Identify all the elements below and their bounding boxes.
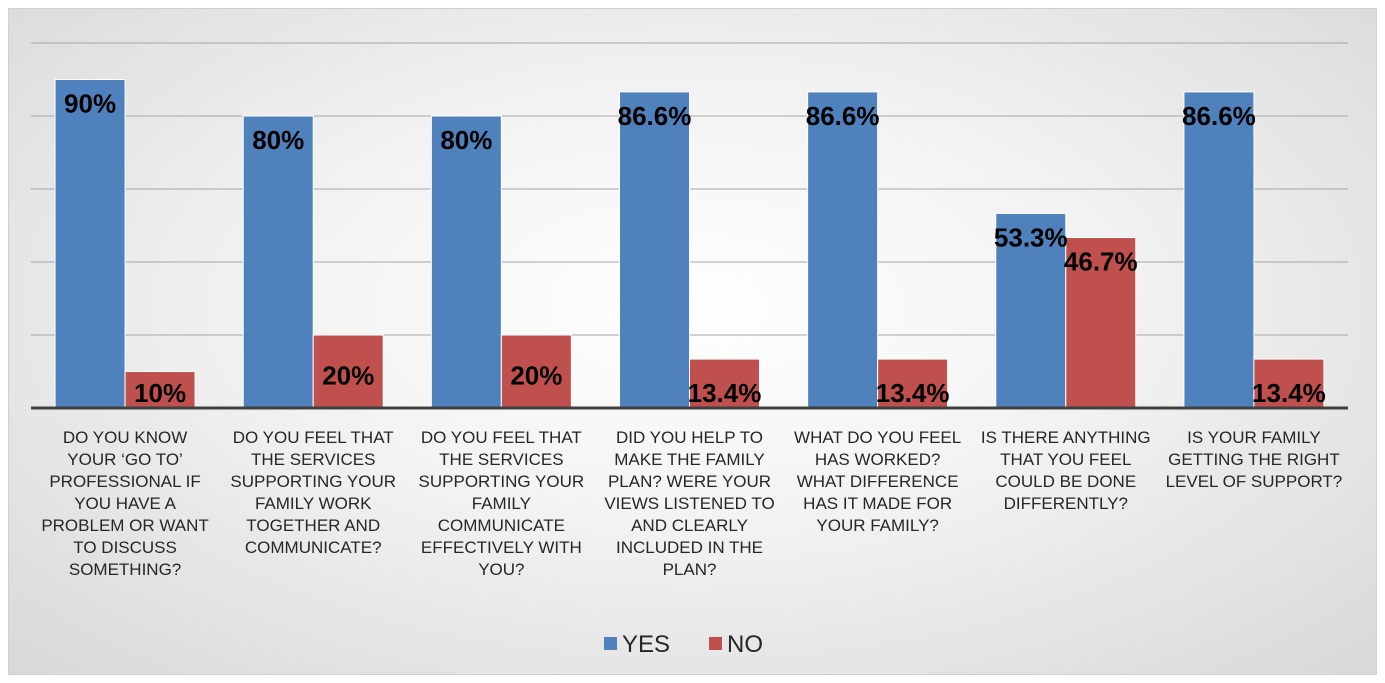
- data-label-no: 13.4%: [876, 378, 950, 408]
- data-label-yes: 90%: [64, 89, 116, 119]
- data-label-no: 10%: [134, 378, 186, 408]
- legend-swatch-no: [709, 637, 722, 650]
- data-label-yes: 86.6%: [806, 101, 880, 131]
- category-label: DO YOU KNOW YOUR ‘GO TO’ PROFESSIONAL IF YO…: [41, 428, 209, 579]
- category-label: DO YOU FEEL THAT THE SERVICES SUPPORTING Y…: [419, 428, 585, 579]
- bar-no: [1065, 237, 1137, 409]
- bar-yes: [1183, 91, 1255, 409]
- bar-no: [312, 334, 384, 409]
- category-label: DID YOU HELP TO MAKE THE FAMILY PLAN? WERE…: [604, 428, 774, 579]
- data-label-yes: 86.6%: [1182, 101, 1256, 131]
- data-label-yes: 86.6%: [618, 101, 692, 131]
- bar-no: [877, 358, 949, 409]
- category-label: DO YOU FEEL THAT THE SERVICES SUPPORTING Y…: [230, 428, 396, 557]
- data-label-yes: 80%: [252, 125, 304, 155]
- bar-yes: [995, 212, 1067, 409]
- bar-no: [500, 334, 572, 409]
- bar-yes: [807, 91, 879, 409]
- category-label: WHAT DO YOU FEEL HAS WORKED? WHAT DIFFEREN…: [794, 428, 961, 535]
- data-label-no: 13.4%: [1252, 378, 1326, 408]
- data-label-yes: 80%: [440, 125, 492, 155]
- category-label: IS YOUR FAMILY GETTING THE RIGHT LEVEL OF …: [1166, 428, 1343, 491]
- chart-frame: DO YOU KNOW YOUR ‘GO TO’ PROFESSIONAL IF YO…: [8, 8, 1377, 675]
- legend-swatch-yes: [604, 637, 617, 650]
- data-label-yes: 53.3%: [994, 222, 1068, 252]
- bar-chart: DO YOU KNOW YOUR ‘GO TO’ PROFESSIONAL IF YO…: [31, 42, 1348, 658]
- data-label-no: 20%: [510, 361, 562, 391]
- data-label-no: 46.7%: [1064, 247, 1138, 277]
- bar-yes: [619, 91, 690, 409]
- bar-yes: [242, 115, 314, 409]
- bar-no: [689, 358, 760, 409]
- category-labels: DO YOU KNOW YOUR ‘GO TO’ PROFESSIONAL IF YO…: [41, 428, 1342, 579]
- data-label-no: 20%: [322, 361, 374, 391]
- legend: YES NO: [604, 631, 763, 658]
- legend-label-no: NO: [727, 631, 763, 658]
- legend-label-yes: YES: [622, 631, 670, 658]
- bar-yes: [430, 115, 502, 409]
- data-label-no: 13.4%: [688, 378, 762, 408]
- bar-no: [124, 371, 196, 409]
- bar-no: [1253, 358, 1325, 409]
- bar-yes: [54, 79, 126, 409]
- category-label: IS THERE ANYTHING THAT YOU FEEL COULD BE D…: [981, 428, 1151, 513]
- bars: [54, 79, 1325, 409]
- data-labels: 90% 80% 80% 86.6% 86.6% 53.3% 86.6% 10% 20% 20% 13…: [64, 89, 1326, 409]
